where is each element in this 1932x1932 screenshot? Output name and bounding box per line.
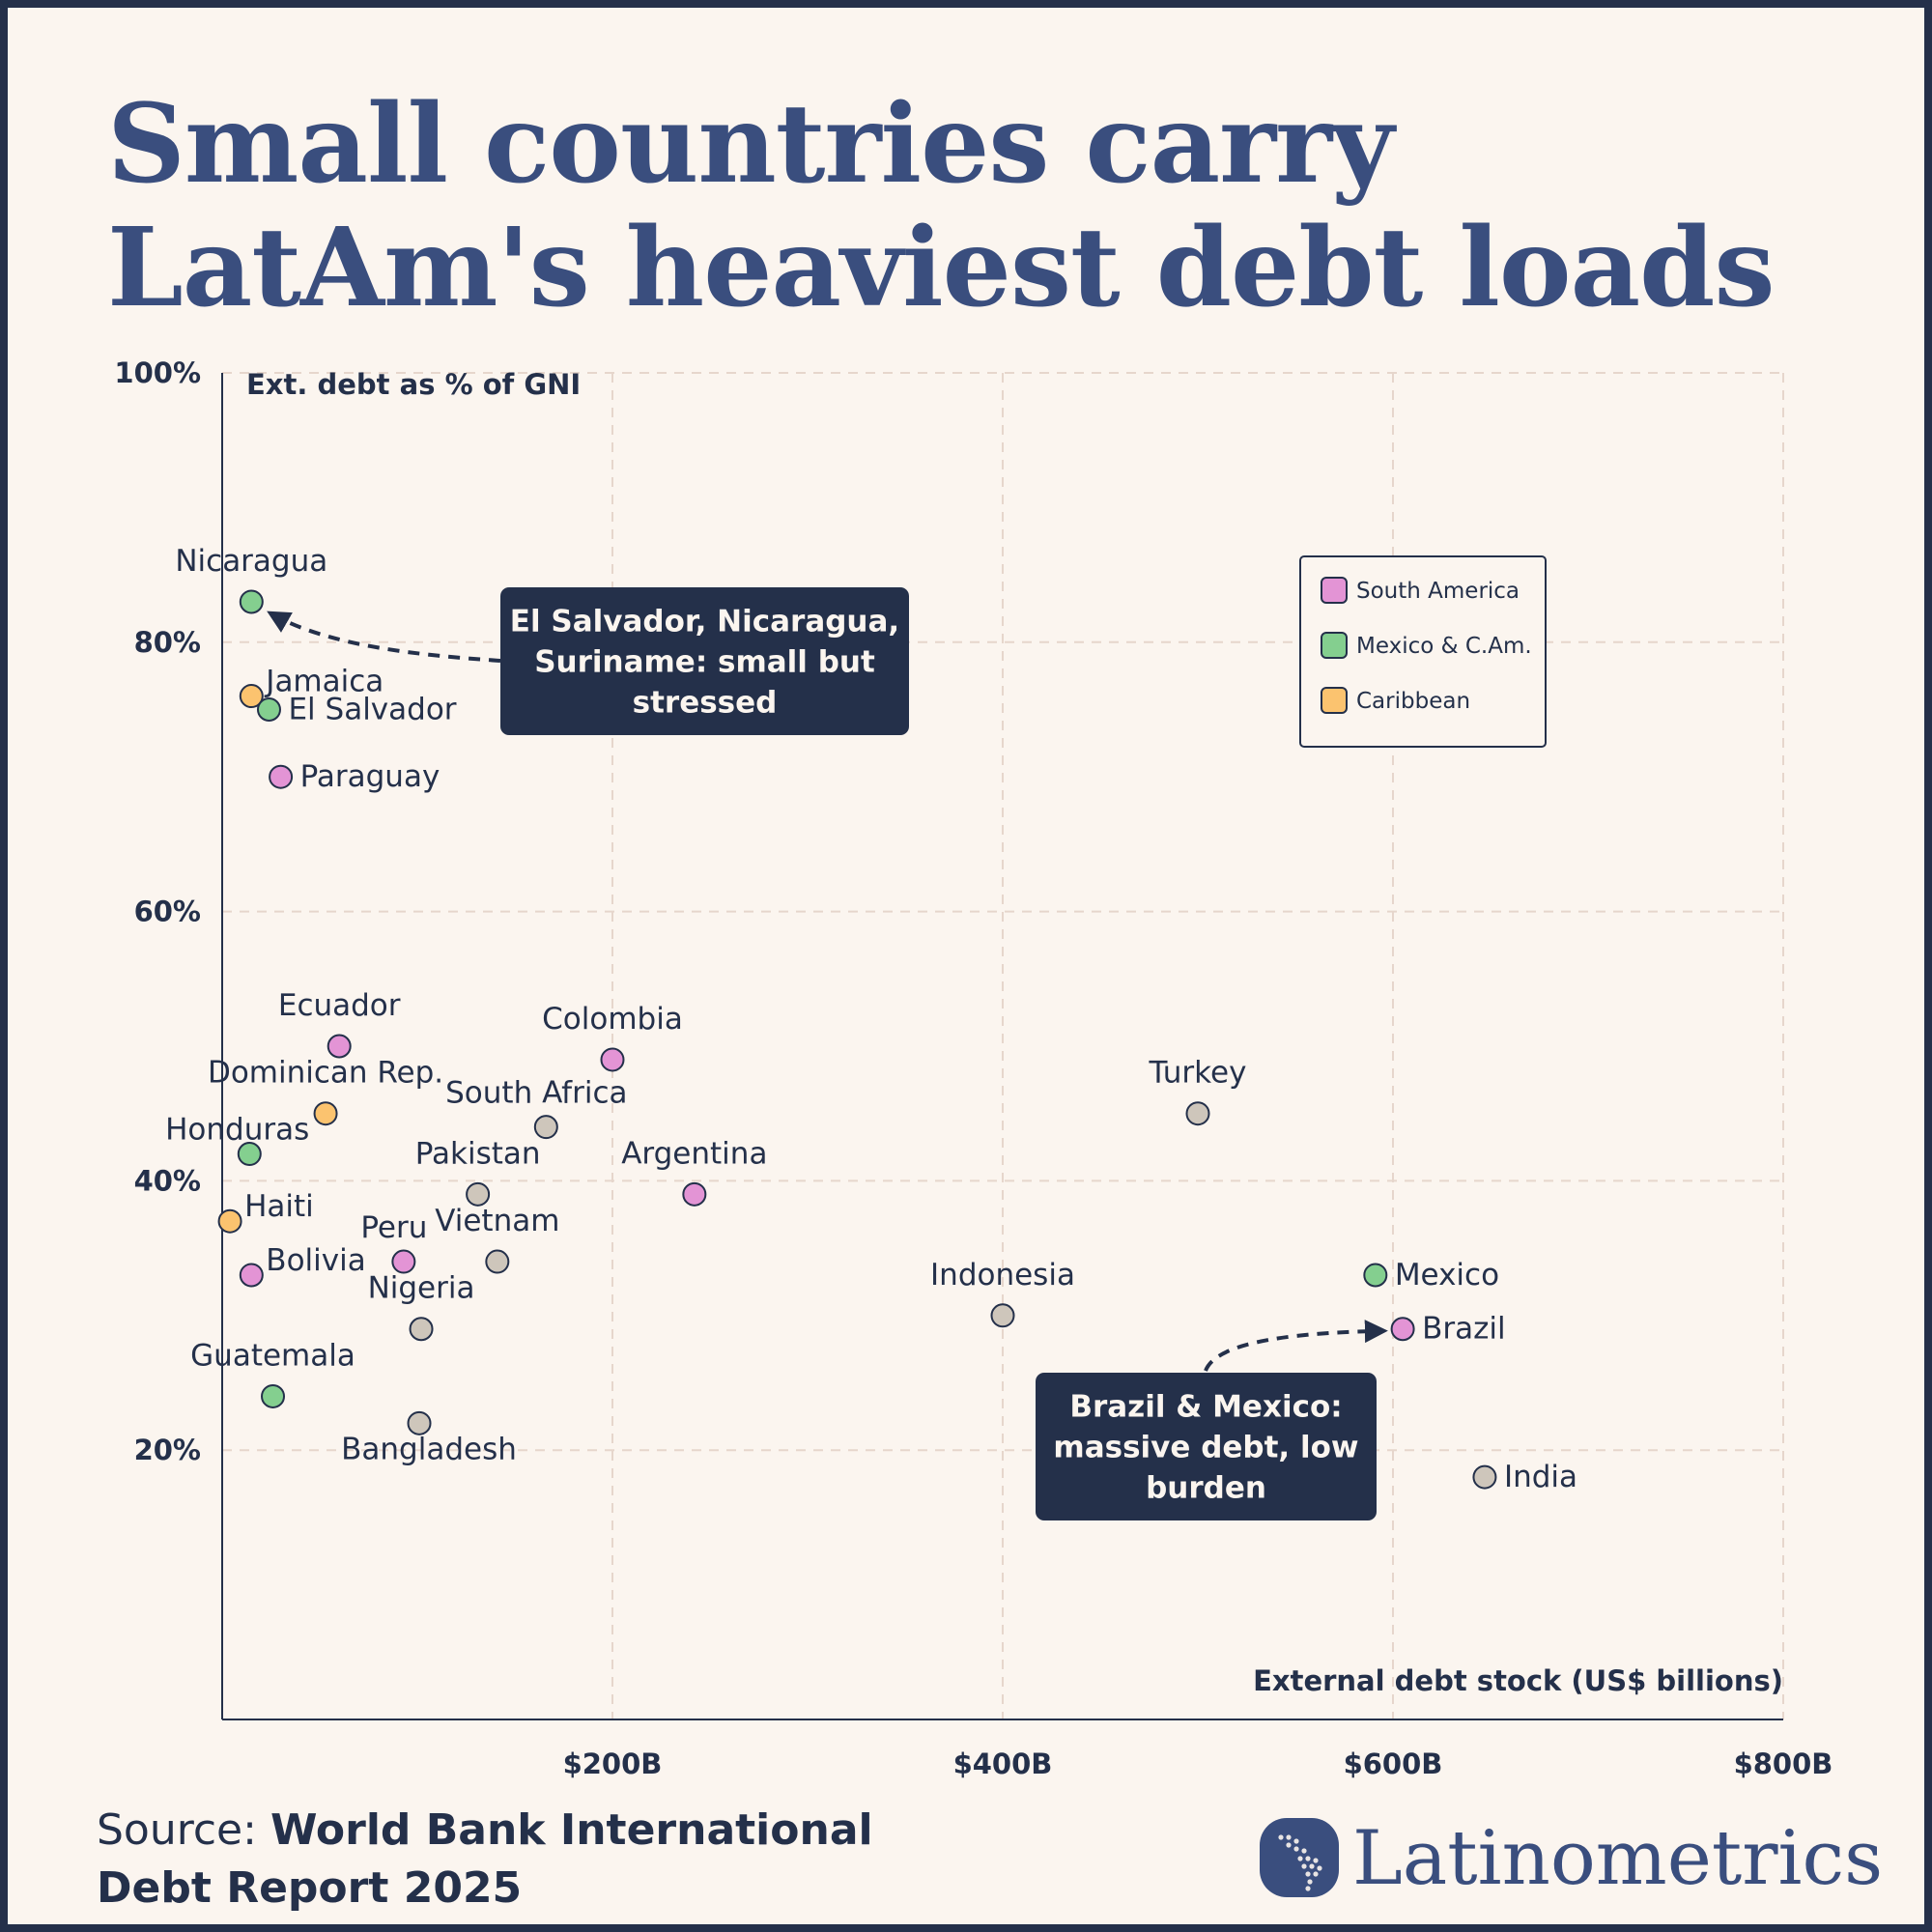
source-name-line-2: Debt Report 2025 [97, 1863, 523, 1913]
chart-title: Small countries carry LatAm's heaviest d… [107, 83, 1846, 330]
latam-map-icon [1260, 1818, 1339, 1897]
legend-swatch-caribbean [1321, 687, 1348, 714]
point-mexico [1363, 1263, 1388, 1288]
x-axis-title: External debt stock (US$ billions) [1253, 1664, 1783, 1697]
grid-lines [222, 372, 1784, 1719]
point-guatemala [261, 1383, 286, 1408]
point-label-indonesia: Indonesia [930, 1258, 1075, 1293]
chart-title-line-1: Small countries carry [107, 81, 1394, 208]
point-label-jamaica: Jamaica [264, 665, 384, 699]
annotation-box [500, 587, 909, 735]
point-turkey [1185, 1101, 1210, 1126]
annotation-text-line: burden [1146, 1471, 1266, 1506]
source-note: Source: World Bank International Debt Re… [97, 1802, 1063, 1918]
point-label-haiti: Haiti [244, 1189, 314, 1224]
annotation-text-line: Suriname: small but [534, 645, 875, 680]
point-india [1472, 1464, 1497, 1490]
source-name-line-1: World Bank International [270, 1805, 873, 1855]
brand-name: Latinometrics [1352, 1815, 1884, 1902]
scatter-chart: 20% 40% 60% 80% 100% $200B $400B $600B $800B Ext… [114, 356, 1833, 1780]
point-label-south-africa: South Africa [445, 1076, 627, 1111]
y-tick-label: 40% [134, 1164, 201, 1197]
annotation-text-line: El Salvador, Nicaragua, [510, 605, 899, 639]
point-label-colombia: Colombia [542, 1002, 683, 1037]
point-colombia [600, 1047, 625, 1072]
point-label-vietnam: Vietnam [435, 1204, 559, 1238]
point-label-dominican-rep: Dominican Rep. [208, 1056, 443, 1091]
point-brazil [1390, 1317, 1415, 1342]
point-dominican-rep [313, 1101, 338, 1126]
point-honduras [237, 1142, 262, 1167]
point-argentina [682, 1181, 707, 1207]
point-label-argentina: Argentina [621, 1136, 767, 1171]
annotation-text-line: massive debt, low [1053, 1431, 1358, 1465]
point-label-paraguay: Paraguay [300, 759, 440, 794]
point-el-salvador [256, 697, 281, 722]
point-label-nicaragua: Nicaragua [175, 544, 327, 579]
point-label-guatemala: Guatemala [190, 1338, 355, 1373]
annotation-2: Brazil & Mexico: massive debt, low burden [1036, 1320, 1388, 1520]
point-label-ecuador: Ecuador [278, 988, 401, 1023]
y-tick-label: 100% [114, 356, 201, 389]
legend-box [1299, 555, 1547, 748]
annotation-box [1036, 1373, 1377, 1520]
x-tick-label: $800B [1734, 1747, 1833, 1780]
point-label-peru: Peru [360, 1210, 427, 1245]
annotations: El Salvador, Nicaragua, Suriname: small b… [267, 587, 1388, 1520]
x-tick-label: $400B [953, 1747, 1053, 1780]
y-tick-label: 80% [134, 626, 201, 659]
point-label-brazil: Brazil [1422, 1312, 1506, 1347]
point-label-bangladesh: Bangladesh [341, 1432, 517, 1466]
legend-swatch-south-america [1321, 577, 1348, 604]
annotation-text-line: Brazil & Mexico: [1069, 1390, 1342, 1425]
annotation-arrow [1204, 1320, 1388, 1372]
point-south-africa [533, 1115, 558, 1140]
legend: South America Mexico & C.Am. Caribbean [1299, 555, 1547, 748]
source-prefix: Source: [97, 1805, 270, 1855]
y-tick-label: 20% [134, 1434, 201, 1466]
point-haiti [217, 1208, 242, 1234]
axes [221, 373, 1783, 1720]
point-label-turkey: Turkey [1149, 1056, 1247, 1091]
annotation-1: El Salvador, Nicaragua, Suriname: small b… [267, 587, 909, 735]
point-nicaragua [239, 589, 264, 614]
point-label-india: India [1504, 1460, 1577, 1494]
point-indonesia [990, 1303, 1015, 1328]
point-label-el-salvador: El Salvador [288, 693, 456, 727]
annotation-arrow [267, 611, 501, 663]
point-bangladesh [407, 1410, 432, 1435]
point-bolivia [239, 1263, 264, 1288]
point-ecuador [327, 1034, 352, 1059]
point-vietnam [485, 1249, 510, 1274]
legend-label-south-america: South America [1356, 579, 1520, 604]
x-tick-label: $600B [1344, 1747, 1443, 1780]
y-axis-title: Ext. debt as % of GNI [246, 368, 581, 401]
y-tick-label: 60% [134, 895, 201, 928]
point-paraguay [269, 764, 294, 789]
point-pakistan [466, 1181, 491, 1207]
legend-label-caribbean: Caribbean [1356, 689, 1470, 714]
point-label-mexico: Mexico [1395, 1258, 1499, 1293]
chart-title-line-2: LatAm's heaviest debt loads [107, 205, 1776, 331]
x-tick-label: $200B [563, 1747, 663, 1780]
annotation-text-line: stressed [633, 686, 778, 721]
point-label-pakistan: Pakistan [415, 1136, 541, 1171]
tick-labels: 20% 40% 60% 80% 100% $200B $400B $600B $800B [114, 356, 1833, 1780]
legend-swatch-mexico-c-am [1321, 632, 1348, 659]
point-nigeria [409, 1317, 434, 1342]
point-peru [391, 1249, 416, 1274]
legend-label-mexico-c-am: Mexico & C.Am. [1356, 634, 1532, 659]
point-label-honduras: Honduras [165, 1113, 309, 1148]
point-label-bolivia: Bolivia [266, 1243, 365, 1278]
point-jamaica [239, 684, 264, 709]
point-label-nigeria: Nigeria [368, 1271, 475, 1306]
